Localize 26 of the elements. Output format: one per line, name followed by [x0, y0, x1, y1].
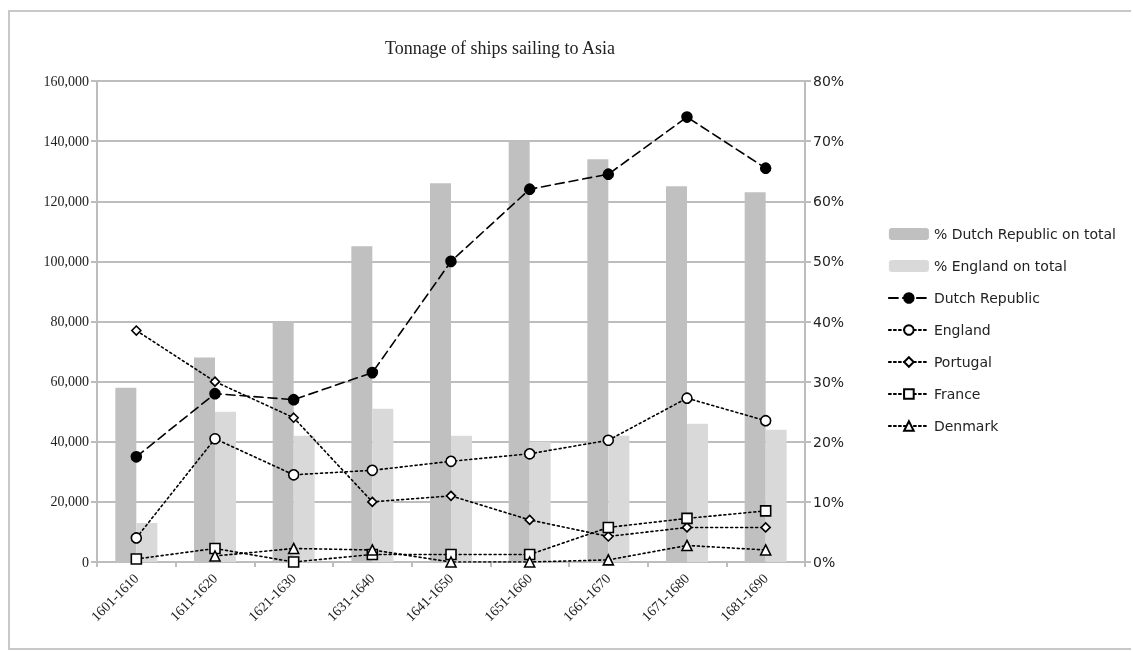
y-tick-label: 120,000: [43, 193, 89, 209]
y-tick-label: 160,000: [43, 73, 89, 89]
y-tick-label: 20,000: [50, 494, 89, 510]
y-tick-label: 80,000: [50, 314, 89, 329]
y-tick-label: 140,000: [43, 133, 89, 149]
y2-tick-label: 50%: [813, 253, 845, 270]
y2-tick-label: 30%: [813, 373, 845, 390]
y2-tick-label: 20%: [813, 433, 845, 450]
chart-title: Tonnage of ships sailing to Asia: [384, 38, 616, 58]
legend-label: Dutch Republic: [933, 290, 1040, 306]
y2-tick-label: 60%: [813, 193, 845, 210]
y2-tick-label: 70%: [813, 133, 845, 150]
y-tick-label: 60,000: [50, 374, 89, 390]
legend-label: Denmark: [933, 418, 1000, 434]
y2-tick-label: 40%: [813, 313, 845, 330]
y2-tick-label: 0%: [813, 554, 836, 570]
legend-label: % Dutch Republic on total: [933, 226, 1117, 242]
legend-label: France: [933, 386, 981, 402]
y-tick-label: 0: [82, 554, 89, 570]
y-tick-label: 100,000: [43, 253, 89, 269]
legend-label: % England on total: [933, 258, 1067, 274]
y-tick-label: 40,000: [50, 434, 89, 450]
y2-tick-label: 10%: [813, 493, 845, 510]
y2-tick-label: 80%: [813, 73, 845, 89]
legend-label: England: [933, 322, 991, 338]
legend-label: Portugal: [933, 354, 992, 370]
